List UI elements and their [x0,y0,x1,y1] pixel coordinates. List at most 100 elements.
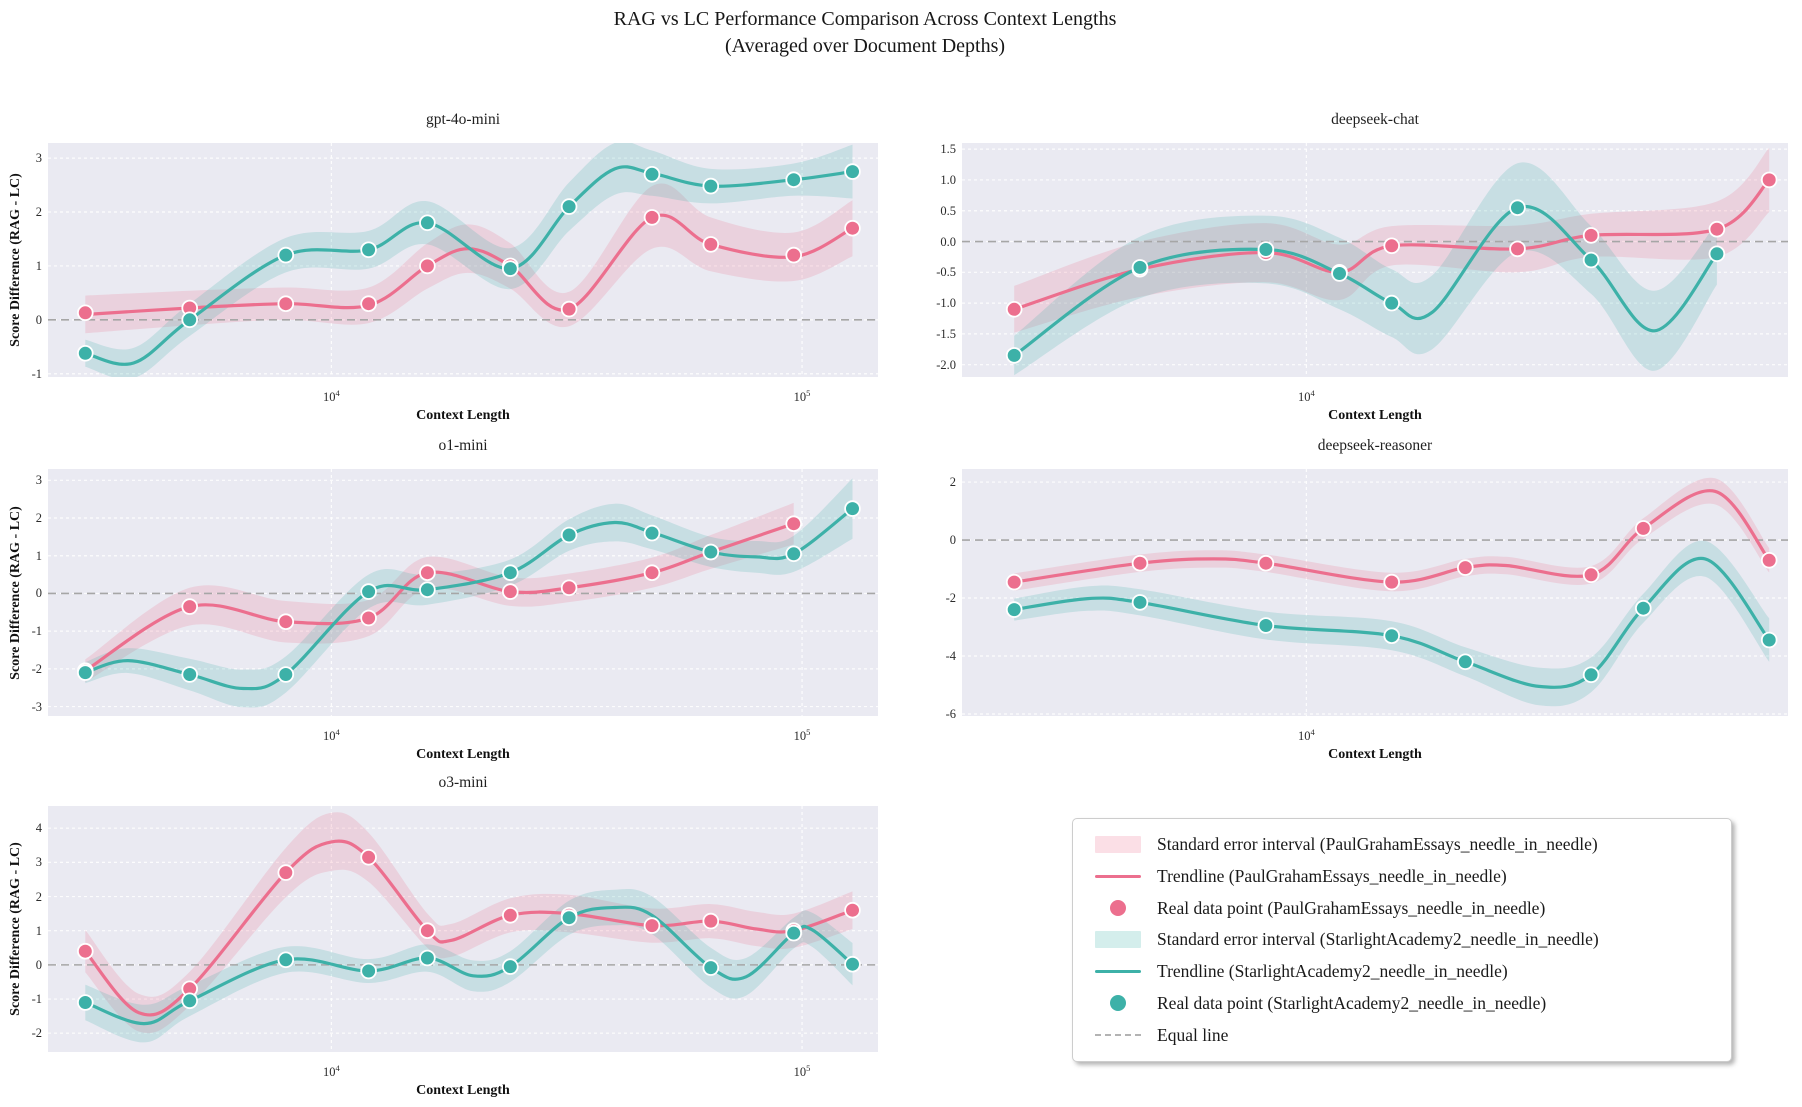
plot-area-gpt-4o-mini [48,143,878,377]
data-point-StarlightAcademy2_needle_in_needle [501,958,519,975]
data-point-PaulGrahamEssays_needle_in_needle [844,219,861,237]
y-tick-label: -3 [31,699,42,714]
stderr-band-PaulGrahamEssays_needle_in_needle [85,502,794,683]
data-point-StarlightAcademy2_needle_in_needle [1005,601,1023,618]
y-tick-label: 1.5 [940,142,956,157]
data-point-StarlightAcademy2_needle_in_needle [844,955,861,973]
data-point-StarlightAcademy2_needle_in_needle [1582,251,1600,269]
y-tick-label: 1 [35,923,42,938]
data-point-PaulGrahamEssays_needle_in_needle [560,579,578,597]
y-tick-label: -1 [31,366,42,381]
data-point-PaulGrahamEssays_needle_in_needle [360,295,377,313]
figure-title: RAG vs LC Performance Comparison Across … [0,6,1730,60]
data-point-PaulGrahamEssays_needle_in_needle [1708,220,1726,238]
data-point-StarlightAcademy2_needle_in_needle [277,951,295,969]
y-tick-label: -2 [945,591,956,605]
data-point-StarlightAcademy2_needle_in_needle [702,543,720,561]
legend-item-label: Real data point (PaulGrahamEssays_needle… [1157,897,1546,918]
y-tick-label: 1 [35,548,42,563]
data-point-StarlightAcademy2_needle_in_needle [419,581,436,598]
data-point-PaulGrahamEssays_needle_in_needle [643,209,661,226]
y-tick-label: -6 [945,706,956,721]
x-tick-label: 105 [793,727,811,744]
data-point-PaulGrahamEssays_needle_in_needle [1634,520,1652,537]
plot-area-deepseek-reasoner [962,469,1788,716]
data-point-StarlightAcademy2_needle_in_needle [76,994,94,1011]
y-tick-label: -1 [31,624,42,639]
x-axis-label: Context Length [416,408,510,423]
legend-item: Standard error interval (PaulGrahamEssay… [1095,831,1731,859]
data-point-PaulGrahamEssays_needle_in_needle [560,300,578,318]
data-point-StarlightAcademy2_needle_in_needle [1131,259,1149,276]
data-point-StarlightAcademy2_needle_in_needle [560,198,578,215]
figure-title-line1: RAG vs LC Performance Comparison Across … [613,8,1117,30]
legend-item-label: Standard error interval (PaulGrahamEssay… [1157,834,1598,855]
stderr-band-StarlightAcademy2_needle_in_needle [85,889,853,1043]
data-point-StarlightAcademy2_needle_in_needle [419,214,436,232]
data-point-PaulGrahamEssays_needle_in_needle [785,515,802,532]
data-point-StarlightAcademy2_needle_in_needle [785,545,802,563]
x-axis-label: Context Length [416,1083,510,1098]
data-point-PaulGrahamEssays_needle_in_needle [702,912,720,930]
y-axis-label: Score Difference (RAG - LC) [8,173,23,347]
y-tick-label: 2 [35,511,42,526]
x-tick-label: 104 [322,388,340,405]
data-point-StarlightAcademy2_needle_in_needle [1708,245,1726,263]
y-tick-label: 3 [35,151,42,166]
data-point-PaulGrahamEssays_needle_in_needle [785,246,802,264]
figure-title-line2: (Averaged over Document Depths) [724,35,1006,57]
data-point-StarlightAcademy2_needle_in_needle [785,924,802,942]
stderr-band-StarlightAcademy2_needle_in_needle [85,143,853,377]
y-tick-label: 4 [35,821,42,836]
data-point-StarlightAcademy2_needle_in_needle [181,311,199,329]
x-tick-label: 104 [322,1063,340,1080]
data-point-PaulGrahamEssays_needle_in_needle [76,942,94,960]
data-point-StarlightAcademy2_needle_in_needle [1257,241,1275,258]
y-tick-label: 0.0 [940,234,956,249]
data-point-PaulGrahamEssays_needle_in_needle [1760,171,1778,189]
data-point-StarlightAcademy2_needle_in_needle [360,583,377,600]
y-tick-label: -1.5 [936,326,956,341]
data-point-StarlightAcademy2_needle_in_needle [181,992,199,1010]
x-axis-label: Context Length [416,747,510,762]
plot-area-o1-mini [48,469,878,716]
data-point-StarlightAcademy2_needle_in_needle [1509,199,1526,216]
data-point-PaulGrahamEssays_needle_in_needle [1582,227,1600,244]
stderr-band-PaulGrahamEssays_needle_in_needle [85,183,853,334]
data-point-StarlightAcademy2_needle_in_needle [1131,594,1149,611]
data-point-StarlightAcademy2_needle_in_needle [419,949,436,967]
data-point-PaulGrahamEssays_needle_in_needle [419,257,436,275]
data-point-PaulGrahamEssays_needle_in_needle [1760,552,1778,569]
data-point-StarlightAcademy2_needle_in_needle [702,959,720,976]
data-point-PaulGrahamEssays_needle_in_needle [360,848,377,866]
trendline-StarlightAcademy2_needle_in_needle [1012,204,1719,357]
y-tick-label: -2.0 [936,357,956,372]
data-point-PaulGrahamEssays_needle_in_needle [1005,573,1023,591]
y-tick-label: 0.5 [940,203,956,218]
y-axis-label: Score Difference (RAG - LC) [8,842,23,1016]
y-tick-label: -2 [31,661,42,676]
data-point-StarlightAcademy2_needle_in_needle [643,165,661,183]
data-point-StarlightAcademy2_needle_in_needle [1331,265,1348,282]
y-tick-label: 3 [35,855,42,870]
legend-item: Trendline (StarlightAcademy2_needle_in_n… [1095,958,1731,986]
plot-area-deepseek-chat [962,143,1788,377]
data-point-PaulGrahamEssays_needle_in_needle [76,304,94,322]
legend-item: Trendline (PaulGrahamEssays_needle_in_ne… [1095,863,1731,891]
data-point-StarlightAcademy2_needle_in_needle [702,177,720,195]
data-point-StarlightAcademy2_needle_in_needle [643,524,661,542]
data-point-PaulGrahamEssays_needle_in_needle [643,917,661,934]
data-point-PaulGrahamEssays_needle_in_needle [181,598,199,615]
data-point-PaulGrahamEssays_needle_in_needle [277,864,295,881]
data-point-StarlightAcademy2_needle_in_needle [844,500,861,517]
legend: Standard error interval (PaulGrahamEssay… [1072,818,1732,1062]
data-point-StarlightAcademy2_needle_in_needle [1634,599,1652,617]
legend-dash-icon [1095,1034,1141,1037]
subplot-title-deepseek-reasoner: deepseek-reasoner [1317,437,1433,454]
y-tick-label: 3 [35,473,42,488]
data-point-PaulGrahamEssays_needle_in_needle [1131,554,1149,572]
data-point-StarlightAcademy2_needle_in_needle [1456,653,1474,671]
legend-dot-icon [1095,900,1141,917]
legend-item: Real data point (StarlightAcademy2_needl… [1095,989,1731,1017]
